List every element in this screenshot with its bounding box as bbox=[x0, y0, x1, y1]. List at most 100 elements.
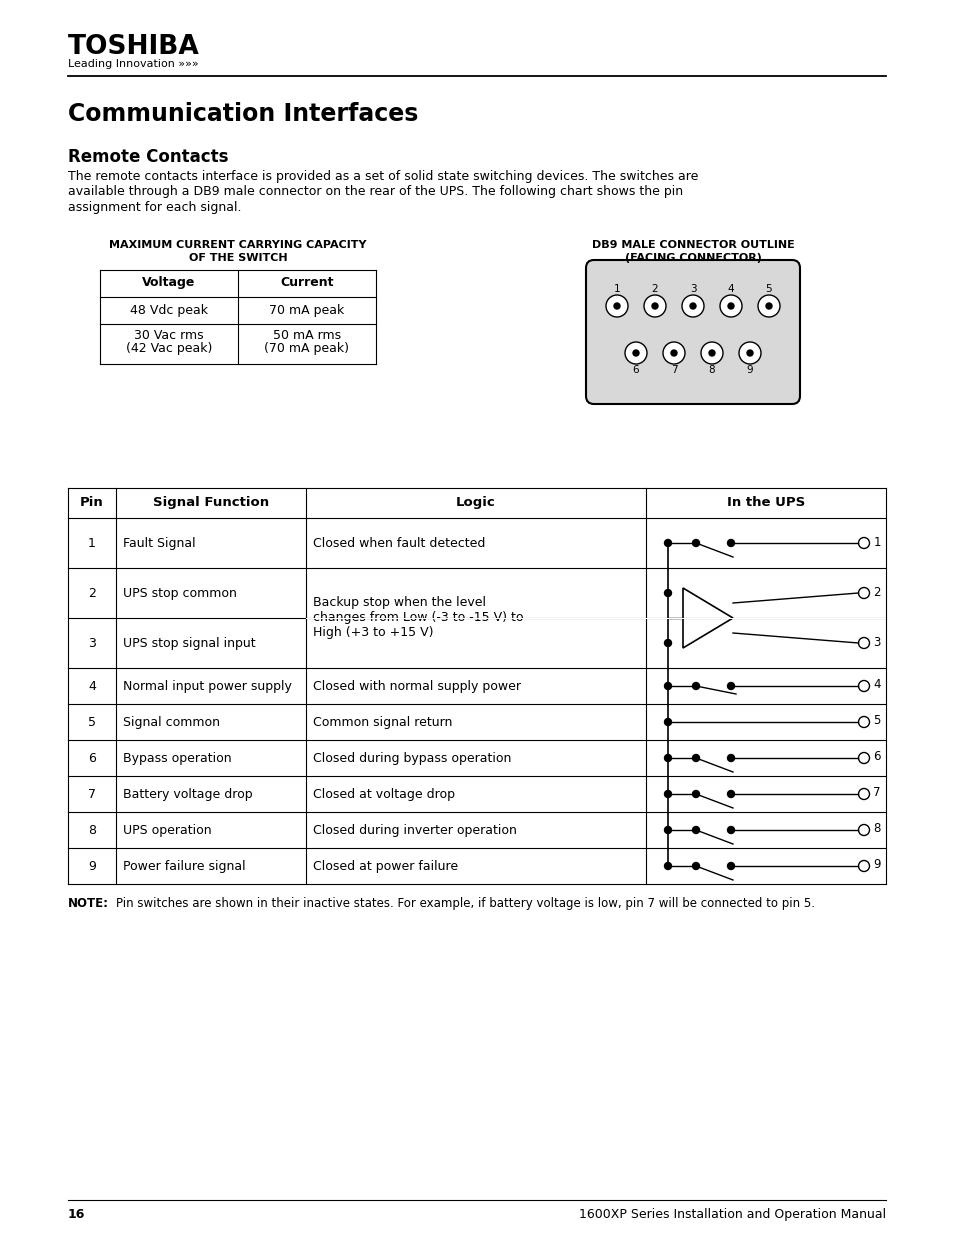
Text: 1600XP Series Installation and Operation Manual: 1600XP Series Installation and Operation… bbox=[578, 1208, 885, 1221]
Text: 50 mA rms: 50 mA rms bbox=[273, 329, 341, 342]
Text: 16: 16 bbox=[68, 1208, 85, 1221]
Text: 5: 5 bbox=[765, 284, 772, 294]
Text: Backup stop when the level
changes from Low (-3 to -15 V) to
High (+3 to +15 V): Backup stop when the level changes from … bbox=[313, 597, 523, 638]
Text: 6: 6 bbox=[873, 751, 880, 763]
Circle shape bbox=[692, 755, 699, 762]
Circle shape bbox=[692, 683, 699, 689]
Circle shape bbox=[651, 303, 658, 309]
Text: TOSHIBA: TOSHIBA bbox=[68, 35, 199, 61]
Text: Signal common: Signal common bbox=[123, 716, 220, 729]
Circle shape bbox=[664, 862, 671, 869]
Text: 5: 5 bbox=[88, 716, 96, 729]
Circle shape bbox=[664, 826, 671, 834]
Circle shape bbox=[692, 790, 699, 798]
Text: available through a DB9 male connector on the rear of the UPS. The following cha: available through a DB9 male connector o… bbox=[68, 185, 682, 199]
Circle shape bbox=[727, 755, 734, 762]
Text: assignment for each signal.: assignment for each signal. bbox=[68, 201, 241, 214]
Text: UPS operation: UPS operation bbox=[123, 824, 212, 837]
Text: 8: 8 bbox=[708, 366, 715, 375]
Text: 7: 7 bbox=[88, 788, 96, 802]
Circle shape bbox=[858, 537, 868, 548]
Text: Current: Current bbox=[280, 275, 334, 289]
Circle shape bbox=[670, 350, 677, 356]
Circle shape bbox=[720, 295, 741, 317]
Circle shape bbox=[689, 303, 696, 309]
Text: 3: 3 bbox=[689, 284, 696, 294]
Text: 1: 1 bbox=[613, 284, 619, 294]
Circle shape bbox=[858, 861, 868, 872]
Text: 6: 6 bbox=[88, 752, 96, 764]
Circle shape bbox=[692, 540, 699, 547]
Text: 6: 6 bbox=[632, 366, 639, 375]
Circle shape bbox=[858, 637, 868, 648]
FancyBboxPatch shape bbox=[585, 261, 800, 404]
Circle shape bbox=[643, 295, 665, 317]
Text: 2: 2 bbox=[88, 587, 96, 600]
Text: 8: 8 bbox=[88, 824, 96, 837]
Circle shape bbox=[664, 589, 671, 597]
Text: DB9 MALE CONNECTOR OUTLINE: DB9 MALE CONNECTOR OUTLINE bbox=[591, 240, 794, 249]
Circle shape bbox=[664, 683, 671, 689]
Text: Closed with normal supply power: Closed with normal supply power bbox=[313, 680, 520, 693]
Circle shape bbox=[633, 350, 639, 356]
Circle shape bbox=[727, 540, 734, 547]
Circle shape bbox=[727, 303, 733, 309]
Text: OF THE SWITCH: OF THE SWITCH bbox=[189, 253, 287, 263]
Text: 7: 7 bbox=[873, 787, 880, 799]
Text: 1: 1 bbox=[88, 537, 96, 550]
Text: Communication Interfaces: Communication Interfaces bbox=[68, 103, 418, 126]
Text: Power failure signal: Power failure signal bbox=[123, 860, 245, 873]
Text: 2: 2 bbox=[651, 284, 658, 294]
Text: 3: 3 bbox=[873, 636, 880, 648]
Circle shape bbox=[692, 862, 699, 869]
Text: 8: 8 bbox=[873, 823, 880, 836]
Text: Closed at power failure: Closed at power failure bbox=[313, 860, 457, 873]
Text: 2: 2 bbox=[873, 585, 880, 599]
Text: UPS stop signal input: UPS stop signal input bbox=[123, 637, 255, 650]
Text: Bypass operation: Bypass operation bbox=[123, 752, 232, 764]
Circle shape bbox=[662, 342, 684, 364]
Text: 4: 4 bbox=[727, 284, 734, 294]
Circle shape bbox=[739, 342, 760, 364]
Circle shape bbox=[758, 295, 780, 317]
Text: 3: 3 bbox=[88, 637, 96, 650]
Circle shape bbox=[614, 303, 619, 309]
Circle shape bbox=[664, 790, 671, 798]
Circle shape bbox=[858, 752, 868, 763]
Text: 9: 9 bbox=[873, 858, 880, 872]
Circle shape bbox=[692, 826, 699, 834]
Circle shape bbox=[605, 295, 627, 317]
Circle shape bbox=[858, 716, 868, 727]
Circle shape bbox=[624, 342, 646, 364]
Text: MAXIMUM CURRENT CARRYING CAPACITY: MAXIMUM CURRENT CARRYING CAPACITY bbox=[110, 240, 366, 249]
Text: UPS stop common: UPS stop common bbox=[123, 587, 236, 600]
Circle shape bbox=[746, 350, 752, 356]
Text: 4: 4 bbox=[88, 680, 96, 693]
Text: 4: 4 bbox=[873, 678, 880, 692]
Text: (70 mA peak): (70 mA peak) bbox=[264, 342, 349, 354]
Circle shape bbox=[664, 719, 671, 725]
Circle shape bbox=[727, 790, 734, 798]
Text: The remote contacts interface is provided as a set of solid state switching devi: The remote contacts interface is provide… bbox=[68, 170, 698, 183]
Text: (42 Vac peak): (42 Vac peak) bbox=[126, 342, 212, 354]
Circle shape bbox=[664, 640, 671, 646]
Circle shape bbox=[681, 295, 703, 317]
Text: Leading Innovation »»»: Leading Innovation »»» bbox=[68, 59, 198, 69]
Text: Remote Contacts: Remote Contacts bbox=[68, 148, 229, 165]
Circle shape bbox=[727, 862, 734, 869]
Text: Closed during inverter operation: Closed during inverter operation bbox=[313, 824, 517, 837]
Text: Pin: Pin bbox=[80, 496, 104, 509]
Text: NOTE:: NOTE: bbox=[68, 897, 109, 910]
Text: In the UPS: In the UPS bbox=[726, 496, 804, 509]
Circle shape bbox=[727, 826, 734, 834]
Text: 7: 7 bbox=[670, 366, 677, 375]
Text: 5: 5 bbox=[873, 715, 880, 727]
Text: Fault Signal: Fault Signal bbox=[123, 537, 195, 550]
Text: Normal input power supply: Normal input power supply bbox=[123, 680, 292, 693]
Text: 70 mA peak: 70 mA peak bbox=[269, 304, 344, 317]
Text: Pin switches are shown in their inactive states. For example, if battery voltage: Pin switches are shown in their inactive… bbox=[116, 897, 814, 910]
Circle shape bbox=[700, 342, 722, 364]
Circle shape bbox=[858, 825, 868, 836]
Circle shape bbox=[858, 588, 868, 599]
Text: Logic: Logic bbox=[456, 496, 496, 509]
